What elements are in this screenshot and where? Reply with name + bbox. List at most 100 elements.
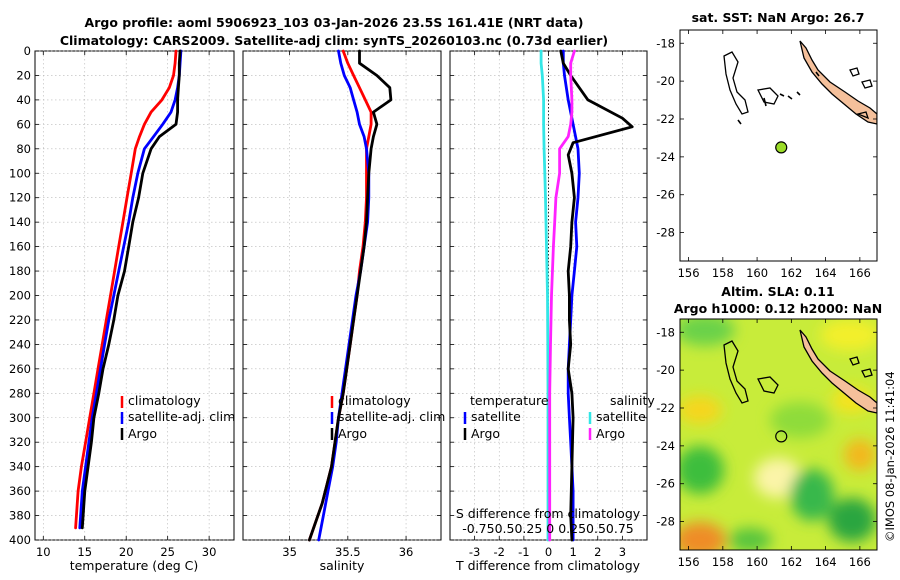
- sla-map-title-line2: Argo h1000: 0.12 h2000: NaN: [674, 301, 882, 316]
- legend-label-climatology: climatology: [128, 393, 201, 408]
- y-tick-label: 120: [9, 191, 31, 205]
- map-x-tick-label: 162: [780, 555, 802, 569]
- x-tick-label: 35: [282, 545, 297, 559]
- x-tick-label: -1: [518, 545, 529, 559]
- sst-map-frame: [679, 29, 878, 262]
- y-tick-label: 220: [9, 313, 31, 327]
- sla-coastline-new-caledonia: [799, 329, 877, 414]
- differences-series-t-argo: [559, 49, 634, 542]
- map-y-tick-label: -22: [656, 401, 675, 415]
- map-x-tick-label: 160: [746, 555, 768, 569]
- figure-title-line2: Climatology: CARS2009. Satellite-adj cli…: [60, 33, 608, 49]
- y-tick-label: 40: [16, 93, 31, 107]
- sla-coastline-loyalty: [849, 356, 873, 378]
- temperature-series-satellite-adj-clim: [78, 49, 183, 530]
- map-y-tick-label: -20: [656, 74, 675, 88]
- salinity-xlabel: salinity: [320, 558, 365, 573]
- map-x-tick-label: 158: [712, 555, 734, 569]
- temperature-series-climatology: [74, 49, 178, 530]
- temperature-series-argo: [80, 49, 182, 530]
- map-x-tick-label: 156: [678, 266, 700, 280]
- temperature-legend: climatology satellite-adj. clim Argo: [120, 393, 235, 441]
- map-y-tick-label: -24: [656, 439, 675, 453]
- x-tick-label: 0: [545, 545, 552, 559]
- salinity-diff-axis-ticks: -0.750.50.25 0 0.250.50.75: [462, 521, 634, 536]
- temperature-xlabel: temperature (deg C): [70, 558, 199, 573]
- legend-title-salinity: salinity: [610, 393, 655, 408]
- legend-label-climatology: climatology: [338, 393, 411, 408]
- sst-map-title: sat. SST: NaN Argo: 26.7: [692, 10, 865, 25]
- sla-float-marker: [775, 430, 788, 443]
- salinity-diff-axis-label: S difference from climatology: [456, 506, 641, 521]
- map-y-tick-label: -18: [656, 36, 675, 50]
- map-y-tick-label: -22: [656, 112, 675, 126]
- sla-map-frame: [679, 318, 878, 551]
- y-tick-label: 200: [9, 289, 31, 303]
- map-y-tick-label: -28: [656, 515, 675, 529]
- y-tick-label: 240: [9, 337, 31, 351]
- map-y-tick-label: -20: [656, 363, 675, 377]
- map-y-tick-label: -24: [656, 150, 675, 164]
- copyright-stamp: ©IMOS 08-Jan-2026 11:41:04: [883, 371, 897, 542]
- legend-label-argo: Argo: [128, 426, 157, 441]
- sst-float-marker: [775, 141, 788, 154]
- coastline-chesterfield-reefs: [723, 51, 749, 115]
- x-tick-label: 30: [202, 545, 217, 559]
- map-y-tick-label: -26: [656, 188, 675, 202]
- map-x-tick-label: 158: [712, 266, 734, 280]
- map-x-tick-label: 164: [815, 266, 837, 280]
- y-tick-label: 180: [9, 264, 31, 278]
- map-x-tick-label: 164: [815, 555, 837, 569]
- y-tick-label: 260: [9, 362, 31, 376]
- x-tick-label: -3: [469, 545, 480, 559]
- map-x-tick-label: 156: [678, 555, 700, 569]
- y-tick-label: 300: [9, 411, 31, 425]
- y-tick-label: 400: [9, 533, 31, 547]
- legend-label-s-argo: Argo: [596, 426, 625, 441]
- map-x-tick-label: 160: [746, 266, 768, 280]
- sla-coastline-chesterfield: [723, 340, 749, 404]
- x-tick-label: 20: [119, 545, 134, 559]
- map-x-tick-label: 166: [849, 266, 871, 280]
- map-y-tick-label: -28: [656, 226, 675, 240]
- x-tick-label: 25: [160, 545, 175, 559]
- y-tick-label: 320: [9, 435, 31, 449]
- x-tick-label: 15: [77, 545, 92, 559]
- salinity-legend: climatology satellite-adj. clim Argo: [330, 393, 445, 441]
- x-tick-label: 35.5: [335, 545, 361, 559]
- x-tick-label: 36: [399, 545, 414, 559]
- coastline-new-caledonia: [799, 40, 877, 125]
- sla-map: [680, 319, 877, 550]
- y-tick-label: 280: [9, 386, 31, 400]
- y-tick-label: 100: [9, 166, 31, 180]
- map-y-tick-label: -18: [656, 325, 675, 339]
- legend-label-satellite: satellite-adj. clim: [128, 409, 235, 424]
- x-tick-label: 3: [619, 545, 626, 559]
- legend-title-temperature: temperature: [470, 393, 549, 408]
- coastline-bellona-reefs: [757, 87, 779, 105]
- y-tick-label: 140: [9, 215, 31, 229]
- y-tick-label: 380: [9, 509, 31, 523]
- y-tick-label: 160: [9, 240, 31, 254]
- differences-series-s-argo: [548, 49, 576, 542]
- map-x-tick-label: 162: [780, 266, 802, 280]
- difference-legend: temperature salinity satellite Argo sate…: [456, 393, 656, 536]
- x-tick-label: 2: [594, 545, 601, 559]
- map-y-tick-label: -26: [656, 477, 675, 491]
- legend-label-argo: Argo: [338, 426, 367, 441]
- differences-series-s-satellite: [539, 49, 550, 542]
- map-x-tick-label: 166: [849, 555, 871, 569]
- y-tick-label: 360: [9, 484, 31, 498]
- y-tick-label: 0: [24, 44, 31, 58]
- difference-xlabel: T difference from climatology: [455, 558, 641, 573]
- sla-coastline-bellona: [757, 376, 779, 394]
- sla-map-title-line1: Altim. SLA: 0.11: [721, 284, 834, 299]
- x-tick-label: 1: [569, 545, 576, 559]
- x-tick-label: 10: [36, 545, 51, 559]
- coastline-reef-dots: [737, 71, 820, 125]
- coastline-loyalty-islands: [849, 67, 873, 120]
- legend-label-t-argo: Argo: [471, 426, 500, 441]
- x-tick-label: -2: [494, 545, 505, 559]
- y-tick-label: 20: [16, 68, 31, 82]
